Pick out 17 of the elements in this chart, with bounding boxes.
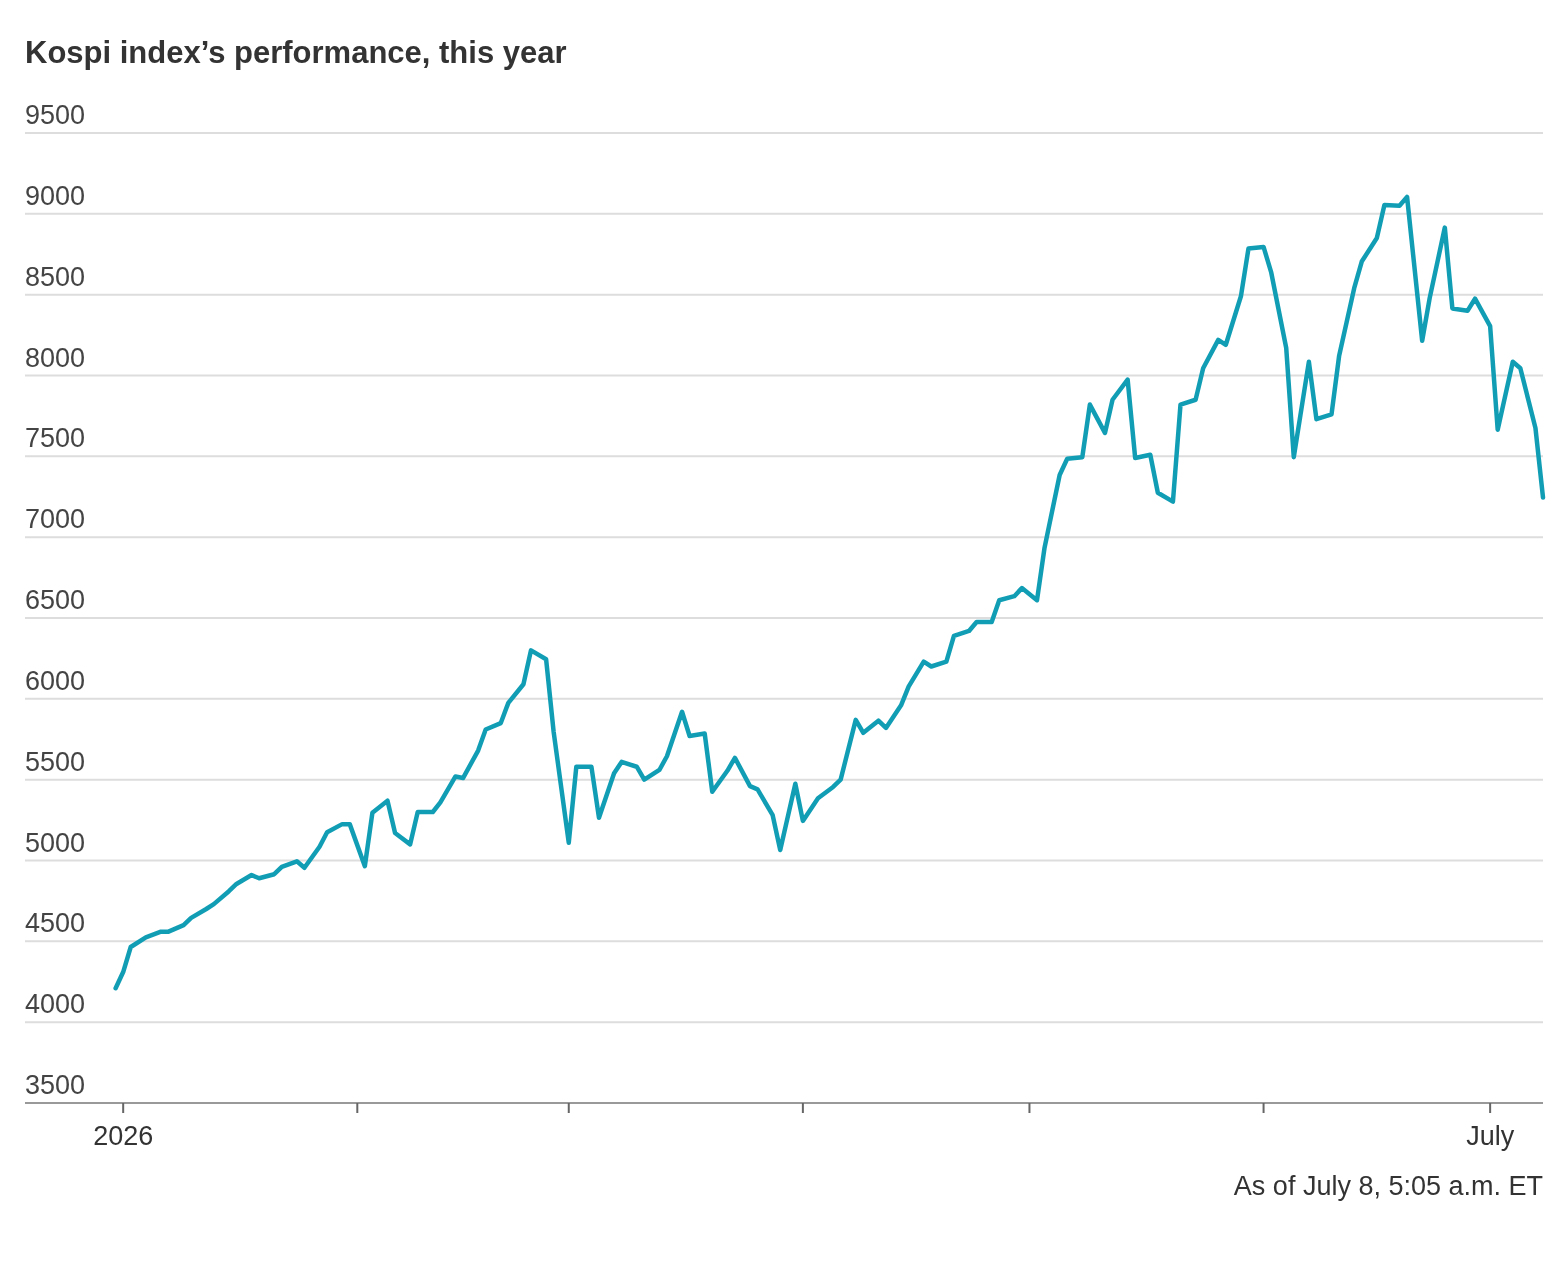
y-tick-label: 7000 [25,504,86,535]
y-tick-label: 8500 [25,261,86,292]
x-tick-label: 2026 [93,1121,154,1151]
y-tick-label: 9000 [25,180,86,211]
y-tick-label: 4500 [25,908,86,939]
y-tick-label: 5500 [25,746,86,777]
y-tick-label: 7500 [25,423,86,454]
y-tick-label: 8000 [25,342,86,373]
y-tick-label: 6500 [25,585,86,615]
x-tick-label: July [1466,1121,1515,1151]
chart-title: Kospi index’s performance, this year [25,35,567,70]
y-tick-label: 5000 [25,827,86,858]
y-tick-label: 6000 [25,665,86,696]
y-tick-label: 3500 [25,1070,86,1100]
y-tick-label: 4000 [25,989,86,1020]
text: As of July 8, 5:05 a.m. ET [1233,1171,1543,1201]
y-tick-label: 9500 [25,100,86,130]
